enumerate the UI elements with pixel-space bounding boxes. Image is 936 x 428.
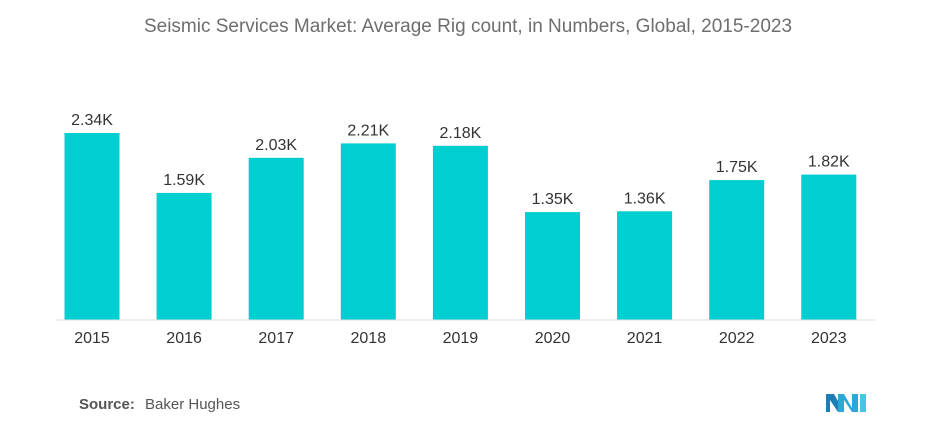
source-text: Baker Hughes <box>145 396 241 413</box>
x-tick-label-2017: 2017 <box>258 330 294 347</box>
data-label-2018: 2.21K <box>347 122 389 139</box>
bar-2018 <box>340 143 396 320</box>
x-tick-label-2016: 2016 <box>166 330 202 347</box>
bars-group: 2.34K 2015 1.59K 2016 2.03K 2017 2.21K 2018 2.18… <box>64 112 857 347</box>
bar-2023 <box>801 174 857 320</box>
bar-2021 <box>617 211 673 320</box>
data-label-2015: 2.34K <box>71 112 113 129</box>
bar-2015 <box>64 133 120 320</box>
x-tick-label-2021: 2021 <box>627 330 663 347</box>
bar-2019 <box>432 145 488 320</box>
x-tick-label-2018: 2018 <box>351 330 387 347</box>
x-tick-label-2020: 2020 <box>535 330 571 347</box>
bar-2020 <box>525 212 580 320</box>
source-note: Source: Baker Hughes <box>79 396 240 413</box>
data-label-2017: 2.03K <box>255 137 297 154</box>
x-tick-label-2019: 2019 <box>443 330 479 347</box>
brand-logo-icon <box>826 394 866 412</box>
data-label-2022: 1.75K <box>716 159 758 176</box>
data-label-2023: 1.82K <box>808 154 850 171</box>
data-label-2021: 1.36K <box>624 190 666 207</box>
data-label-2019: 2.18K <box>439 125 481 142</box>
bar-2016 <box>156 192 212 320</box>
x-tick-label-2022: 2022 <box>719 330 755 347</box>
chart-title: Seismic Services Market: Average Rig cou… <box>143 16 793 37</box>
bar-2022 <box>709 180 765 320</box>
x-tick-label-2015: 2015 <box>74 330 110 347</box>
data-label-2016: 1.59K <box>163 172 205 189</box>
bar-2017 <box>248 157 304 320</box>
x-tick-label-2023: 2023 <box>811 330 847 347</box>
data-label-2020: 1.35K <box>532 191 574 208</box>
source-label: Source: <box>79 396 135 413</box>
